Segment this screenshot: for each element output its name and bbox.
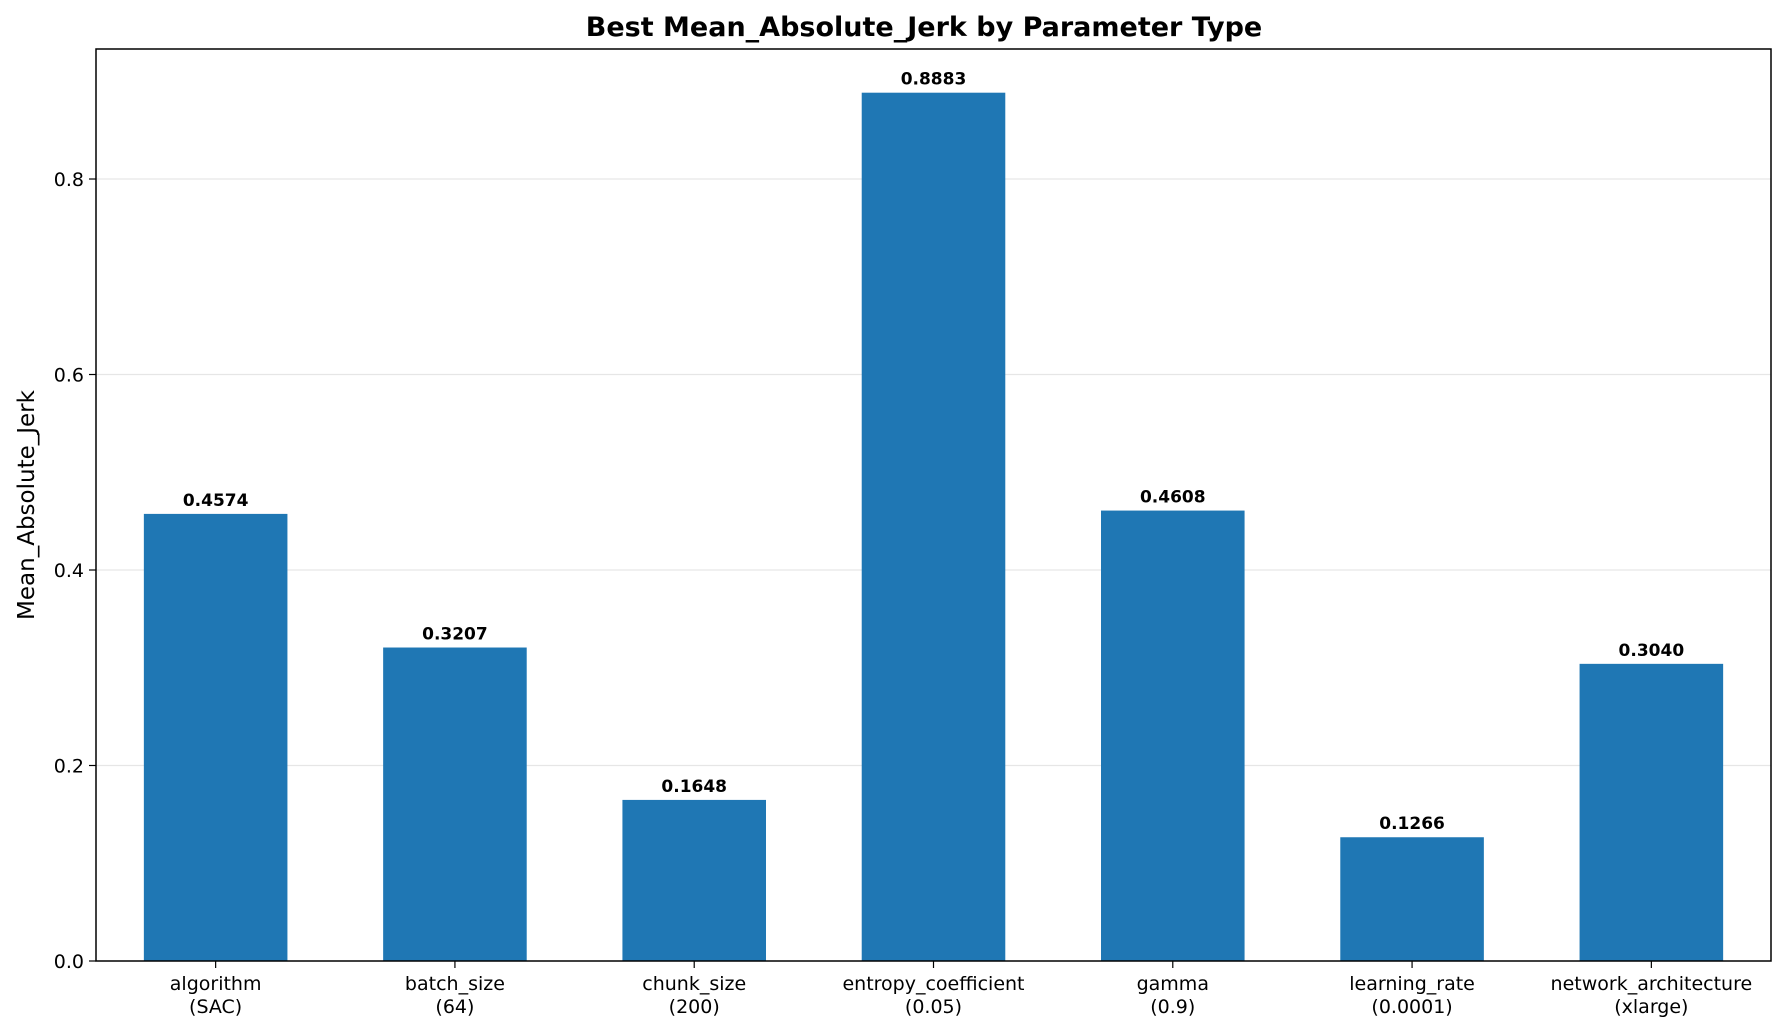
x-tick-label: (xlarge) — [1614, 996, 1688, 1018]
x-tick-label: chunk_size — [642, 973, 746, 995]
x-tick-label: (0.0001) — [1371, 996, 1452, 1018]
bar — [1579, 663, 1724, 961]
bar-value-label: 0.4608 — [1140, 488, 1206, 508]
x-tick-label: network_architecture — [1551, 973, 1753, 995]
bar-value-label: 0.3207 — [422, 625, 488, 645]
y-tick-label: 0.4 — [54, 560, 84, 582]
bar — [861, 92, 1006, 961]
x-tick-label: (0.05) — [905, 996, 962, 1018]
x-axis-ticks: algorithm(SAC) batch_size(64) chunk_size(2… — [170, 961, 1752, 1018]
bar — [143, 513, 288, 961]
bars — [143, 92, 1724, 961]
bar-value-label: 0.3040 — [1619, 641, 1685, 661]
y-tick-label: 0.8 — [54, 169, 84, 191]
x-tick-label: (0.9) — [1150, 996, 1195, 1018]
x-tick-label: learning_rate — [1349, 973, 1475, 995]
chart-title: Best Mean_Absolute_Jerk by Parameter Typ… — [586, 12, 1262, 43]
x-tick-label: algorithm — [170, 973, 262, 995]
bar-value-label: 0.4574 — [183, 491, 249, 511]
x-tick-label: (64) — [435, 996, 474, 1018]
bar-value-label: 0.1266 — [1379, 814, 1445, 834]
x-tick-label: entropy_coefficient — [842, 973, 1024, 995]
x-tick-label: (SAC) — [189, 996, 242, 1018]
y-tick-label: 0.6 — [54, 365, 84, 387]
y-tick-label: 0.0 — [54, 951, 84, 973]
y-axis-label: Mean_Absolute_Jerk — [14, 389, 40, 620]
data-labels: 0.4574 0.3207 0.1648 0.8883 0.4608 0.1266 0.30… — [183, 70, 1684, 835]
x-tick-label: gamma — [1137, 973, 1209, 995]
bar — [622, 799, 766, 961]
x-tick-label: batch_size — [405, 973, 505, 995]
y-axis-ticks: 0.0 0.2 0.4 0.6 0.8 — [54, 169, 96, 973]
bar — [1101, 510, 1245, 961]
bar — [1340, 837, 1484, 961]
y-tick-label: 0.2 — [54, 756, 84, 778]
bar-value-label: 0.1648 — [661, 777, 727, 797]
x-tick-label: (200) — [669, 996, 720, 1018]
bar-value-label: 0.8883 — [901, 70, 967, 90]
bar — [383, 647, 527, 961]
